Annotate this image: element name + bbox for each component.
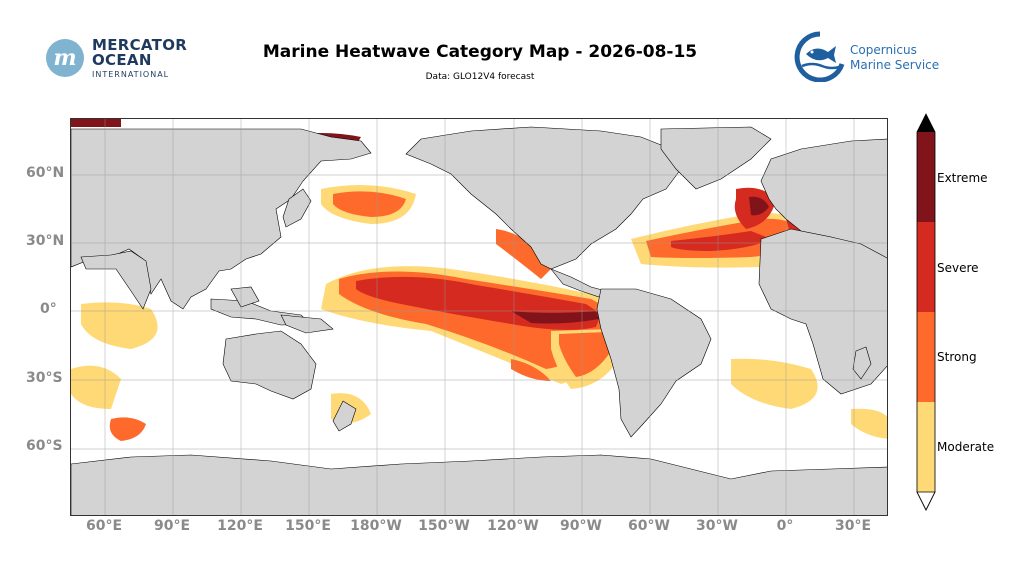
mercator-ocean-logo: m MERCATOR OCEAN INTERNATIONAL bbox=[46, 36, 196, 82]
heatwave-strong-patch bbox=[109, 417, 146, 441]
lon-label: 120°W bbox=[487, 518, 539, 534]
heatwave-strong-patch bbox=[559, 332, 611, 377]
lat-label: 0° bbox=[40, 301, 57, 317]
heatwave-strong-patch bbox=[333, 191, 406, 217]
heatwave-strong-patch bbox=[511, 359, 551, 381]
colorbar-segment-moderate bbox=[917, 402, 935, 492]
colorbar-segment-severe bbox=[917, 222, 935, 312]
lon-label: 150°W bbox=[418, 518, 470, 534]
lat-label: 30°S bbox=[26, 370, 63, 386]
copernicus-marine-logo: Copernicus Marine Service bbox=[792, 30, 942, 83]
heatwave-moderate-patch bbox=[731, 358, 818, 409]
mercator-m-icon: m bbox=[46, 39, 84, 77]
heatwave-severe-patch bbox=[671, 231, 771, 251]
lon-label: 60°E bbox=[85, 518, 123, 534]
world-map bbox=[70, 118, 888, 516]
africa-landmass bbox=[758, 228, 887, 395]
lat-label: 60°N bbox=[26, 165, 65, 181]
new-zealand-landmass bbox=[332, 400, 357, 432]
copernicus-fish-icon bbox=[794, 31, 845, 83]
map-title: Marine Heatwave Category Map - 2026-08-1… bbox=[262, 42, 698, 62]
copernicus-logo-line2: Marine Service bbox=[850, 58, 940, 72]
heatwave-moderate-patch bbox=[71, 365, 121, 409]
copernicus-logo-line1: Copernicus bbox=[850, 43, 917, 57]
lat-label: 60°S bbox=[26, 438, 63, 454]
heatwave-moderate-patch bbox=[851, 408, 887, 439]
map-gridlines bbox=[71, 119, 887, 515]
colorbar-label-severe: Severe bbox=[937, 261, 979, 275]
colorbar-label-moderate: Moderate bbox=[937, 440, 995, 454]
new-guinea-landmass bbox=[280, 314, 334, 334]
lon-label: 90°E bbox=[153, 518, 191, 534]
south-america-landmass bbox=[596, 288, 712, 438]
world-map-canvas bbox=[71, 119, 887, 515]
heatwave-extreme-patch bbox=[511, 311, 599, 324]
india-landmass bbox=[80, 250, 152, 310]
mercator-logo-line1: MERCATOR bbox=[92, 36, 188, 54]
lon-label: 30°W bbox=[696, 518, 738, 534]
antarctica-landmass bbox=[71, 454, 887, 515]
colorbar-over-arrow bbox=[917, 114, 935, 132]
heatwave-patches bbox=[71, 119, 887, 441]
lat-label: 30°N bbox=[26, 233, 65, 249]
heatwave-strong-patch bbox=[81, 302, 158, 349]
heatwave-strong-patch bbox=[496, 229, 551, 279]
colorbar-segment-extreme bbox=[917, 132, 935, 222]
colorbar-label-extreme: Extreme bbox=[937, 171, 988, 185]
land-masses bbox=[71, 126, 887, 515]
borneo-landmass bbox=[230, 286, 260, 308]
lon-label: 150°E bbox=[285, 518, 331, 534]
north-america-landmass bbox=[405, 126, 682, 270]
lon-label: 180°W bbox=[350, 518, 402, 534]
colorbar-segment-strong bbox=[917, 312, 935, 402]
lon-label: 60°W bbox=[628, 518, 670, 534]
lon-label: 30°E bbox=[834, 518, 872, 534]
lon-label: 120°E bbox=[217, 518, 263, 534]
australia-landmass bbox=[222, 330, 317, 400]
heatwave-extreme-patch bbox=[749, 196, 769, 216]
mercator-logo-line2: OCEAN bbox=[92, 51, 152, 69]
eurasia-landmass bbox=[71, 128, 372, 310]
lon-label: 0° bbox=[776, 518, 794, 534]
colorbar-label-strong: Strong bbox=[937, 350, 977, 364]
madagascar-landmass bbox=[852, 346, 872, 380]
lon-label: 90°W bbox=[560, 518, 602, 534]
japan-landmass bbox=[282, 188, 312, 228]
colorbar bbox=[916, 113, 936, 511]
colorbar-under-arrow bbox=[916, 491, 936, 511]
colorbar-outline bbox=[916, 113, 936, 511]
heatwave-extreme-patch bbox=[71, 119, 121, 127]
map-subtitle: Data: GLO12V4 forecast bbox=[425, 72, 535, 82]
greenland-landmass bbox=[660, 126, 772, 190]
mercator-logo-line3: INTERNATIONAL bbox=[92, 70, 170, 79]
